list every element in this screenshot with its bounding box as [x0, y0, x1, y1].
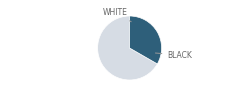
- Wedge shape: [130, 16, 162, 64]
- Text: WHITE: WHITE: [102, 8, 131, 22]
- Wedge shape: [98, 16, 157, 80]
- Text: BLACK: BLACK: [156, 50, 192, 60]
